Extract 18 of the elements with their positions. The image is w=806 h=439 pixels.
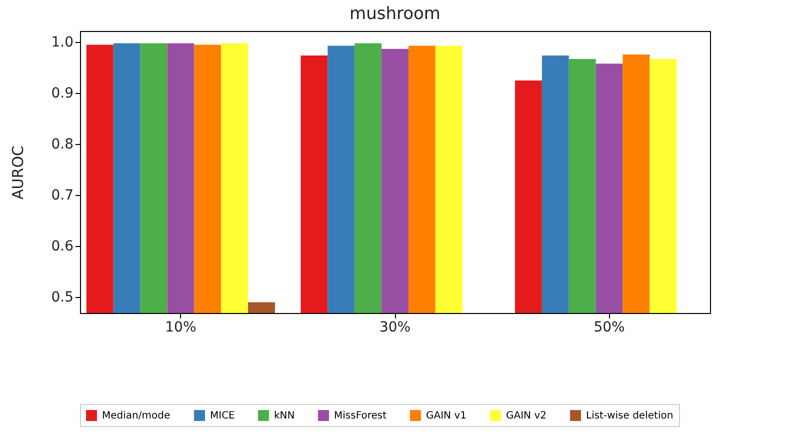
legend-label: MICE [210,410,235,422]
legend-label: Median/mode [102,410,170,422]
y-axis-title: AUROC [9,146,28,200]
x-tick-label: 50% [594,320,625,336]
legend-label: GAIN v1 [426,410,466,422]
legend-label: List-wise deletion [586,410,674,422]
legend-label: kNN [274,410,295,422]
y-tick-label: 0.5 [51,290,74,306]
x-tick-label: 10% [165,320,196,336]
x-tick-label: 30% [379,320,411,336]
chart-title: mushroom [350,4,440,24]
y-tick-label: 0.7 [51,188,74,204]
y-tick-label: 1.0 [51,34,74,51]
legend-label: GAIN v2 [506,410,546,422]
y-tick-label: 0.6 [51,238,74,255]
legend-label: MissForest [334,410,387,422]
y-tick-label: 0.9 [51,86,74,102]
y-tick-label: 0.8 [51,136,74,153]
